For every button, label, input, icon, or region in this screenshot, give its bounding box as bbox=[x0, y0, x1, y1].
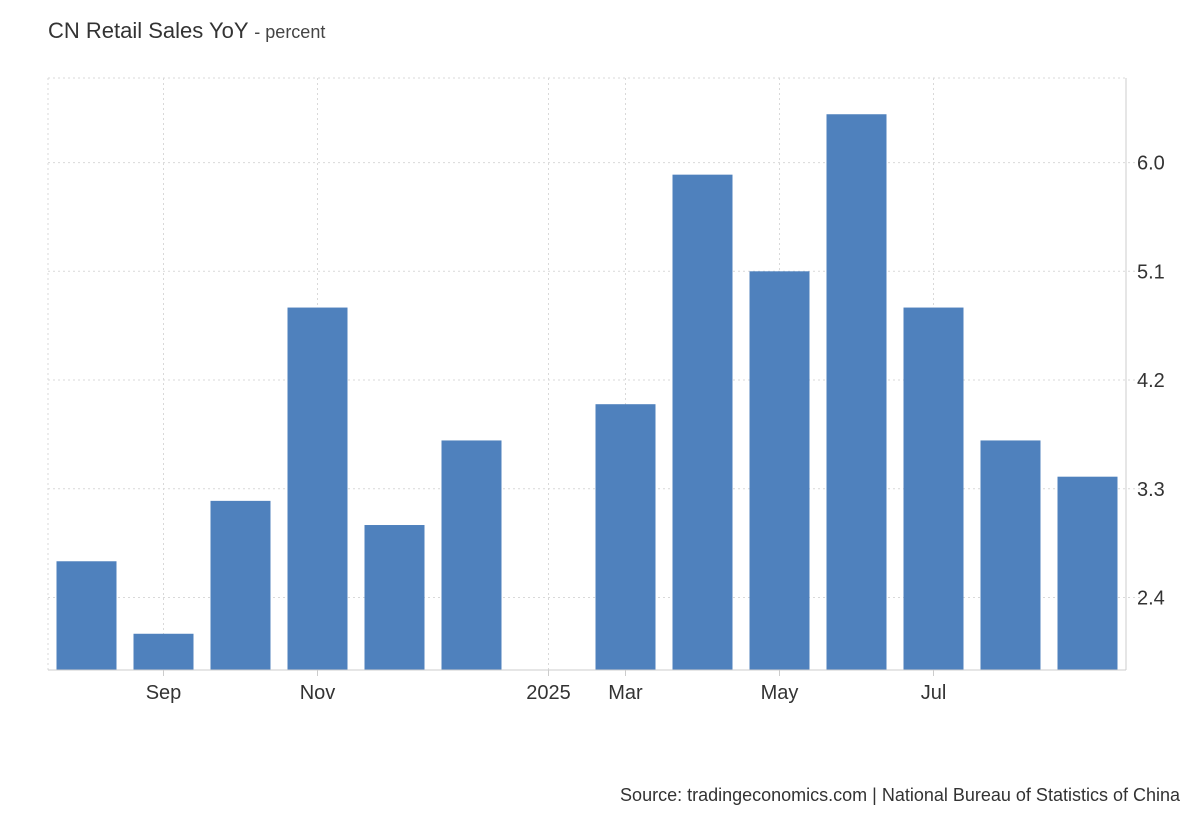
x-tick-label: May bbox=[761, 682, 799, 704]
bar bbox=[1057, 476, 1118, 670]
bar bbox=[133, 633, 194, 670]
bar bbox=[980, 440, 1041, 670]
y-tick-label: 3.3 bbox=[1137, 479, 1165, 501]
bar bbox=[287, 307, 348, 670]
x-tick-label: Nov bbox=[300, 682, 336, 704]
bar bbox=[749, 271, 810, 670]
bar bbox=[56, 561, 117, 670]
y-tick-label: 2.4 bbox=[1137, 588, 1165, 610]
bar bbox=[441, 440, 502, 670]
chart-title: CN Retail Sales YoY - percent bbox=[48, 18, 325, 44]
x-tick-label: Jul bbox=[921, 682, 947, 704]
source-note: Source: tradingeconomics.com | National … bbox=[620, 785, 1180, 805]
x-tick-label: Sep bbox=[146, 682, 182, 704]
x-tick-label: Mar bbox=[608, 682, 643, 704]
y-tick-label: 5.1 bbox=[1137, 261, 1165, 283]
chart-title-text: CN Retail Sales YoY bbox=[48, 18, 249, 43]
chart-unit: - percent bbox=[254, 22, 326, 42]
bar bbox=[672, 174, 733, 670]
bar bbox=[210, 500, 271, 670]
bar bbox=[595, 404, 656, 670]
retail-sales-chart: 2.4 3.3 4.2 5.1 6.0 Sep Nov 2025 Mar May Jul bbox=[47, 77, 1165, 704]
bar bbox=[364, 525, 425, 670]
y-tick-label: 6.0 bbox=[1137, 153, 1165, 175]
bar bbox=[826, 114, 887, 671]
y-tick-label: 4.2 bbox=[1137, 370, 1165, 392]
x-tick-label: 2025 bbox=[526, 682, 571, 704]
bar bbox=[903, 307, 964, 670]
